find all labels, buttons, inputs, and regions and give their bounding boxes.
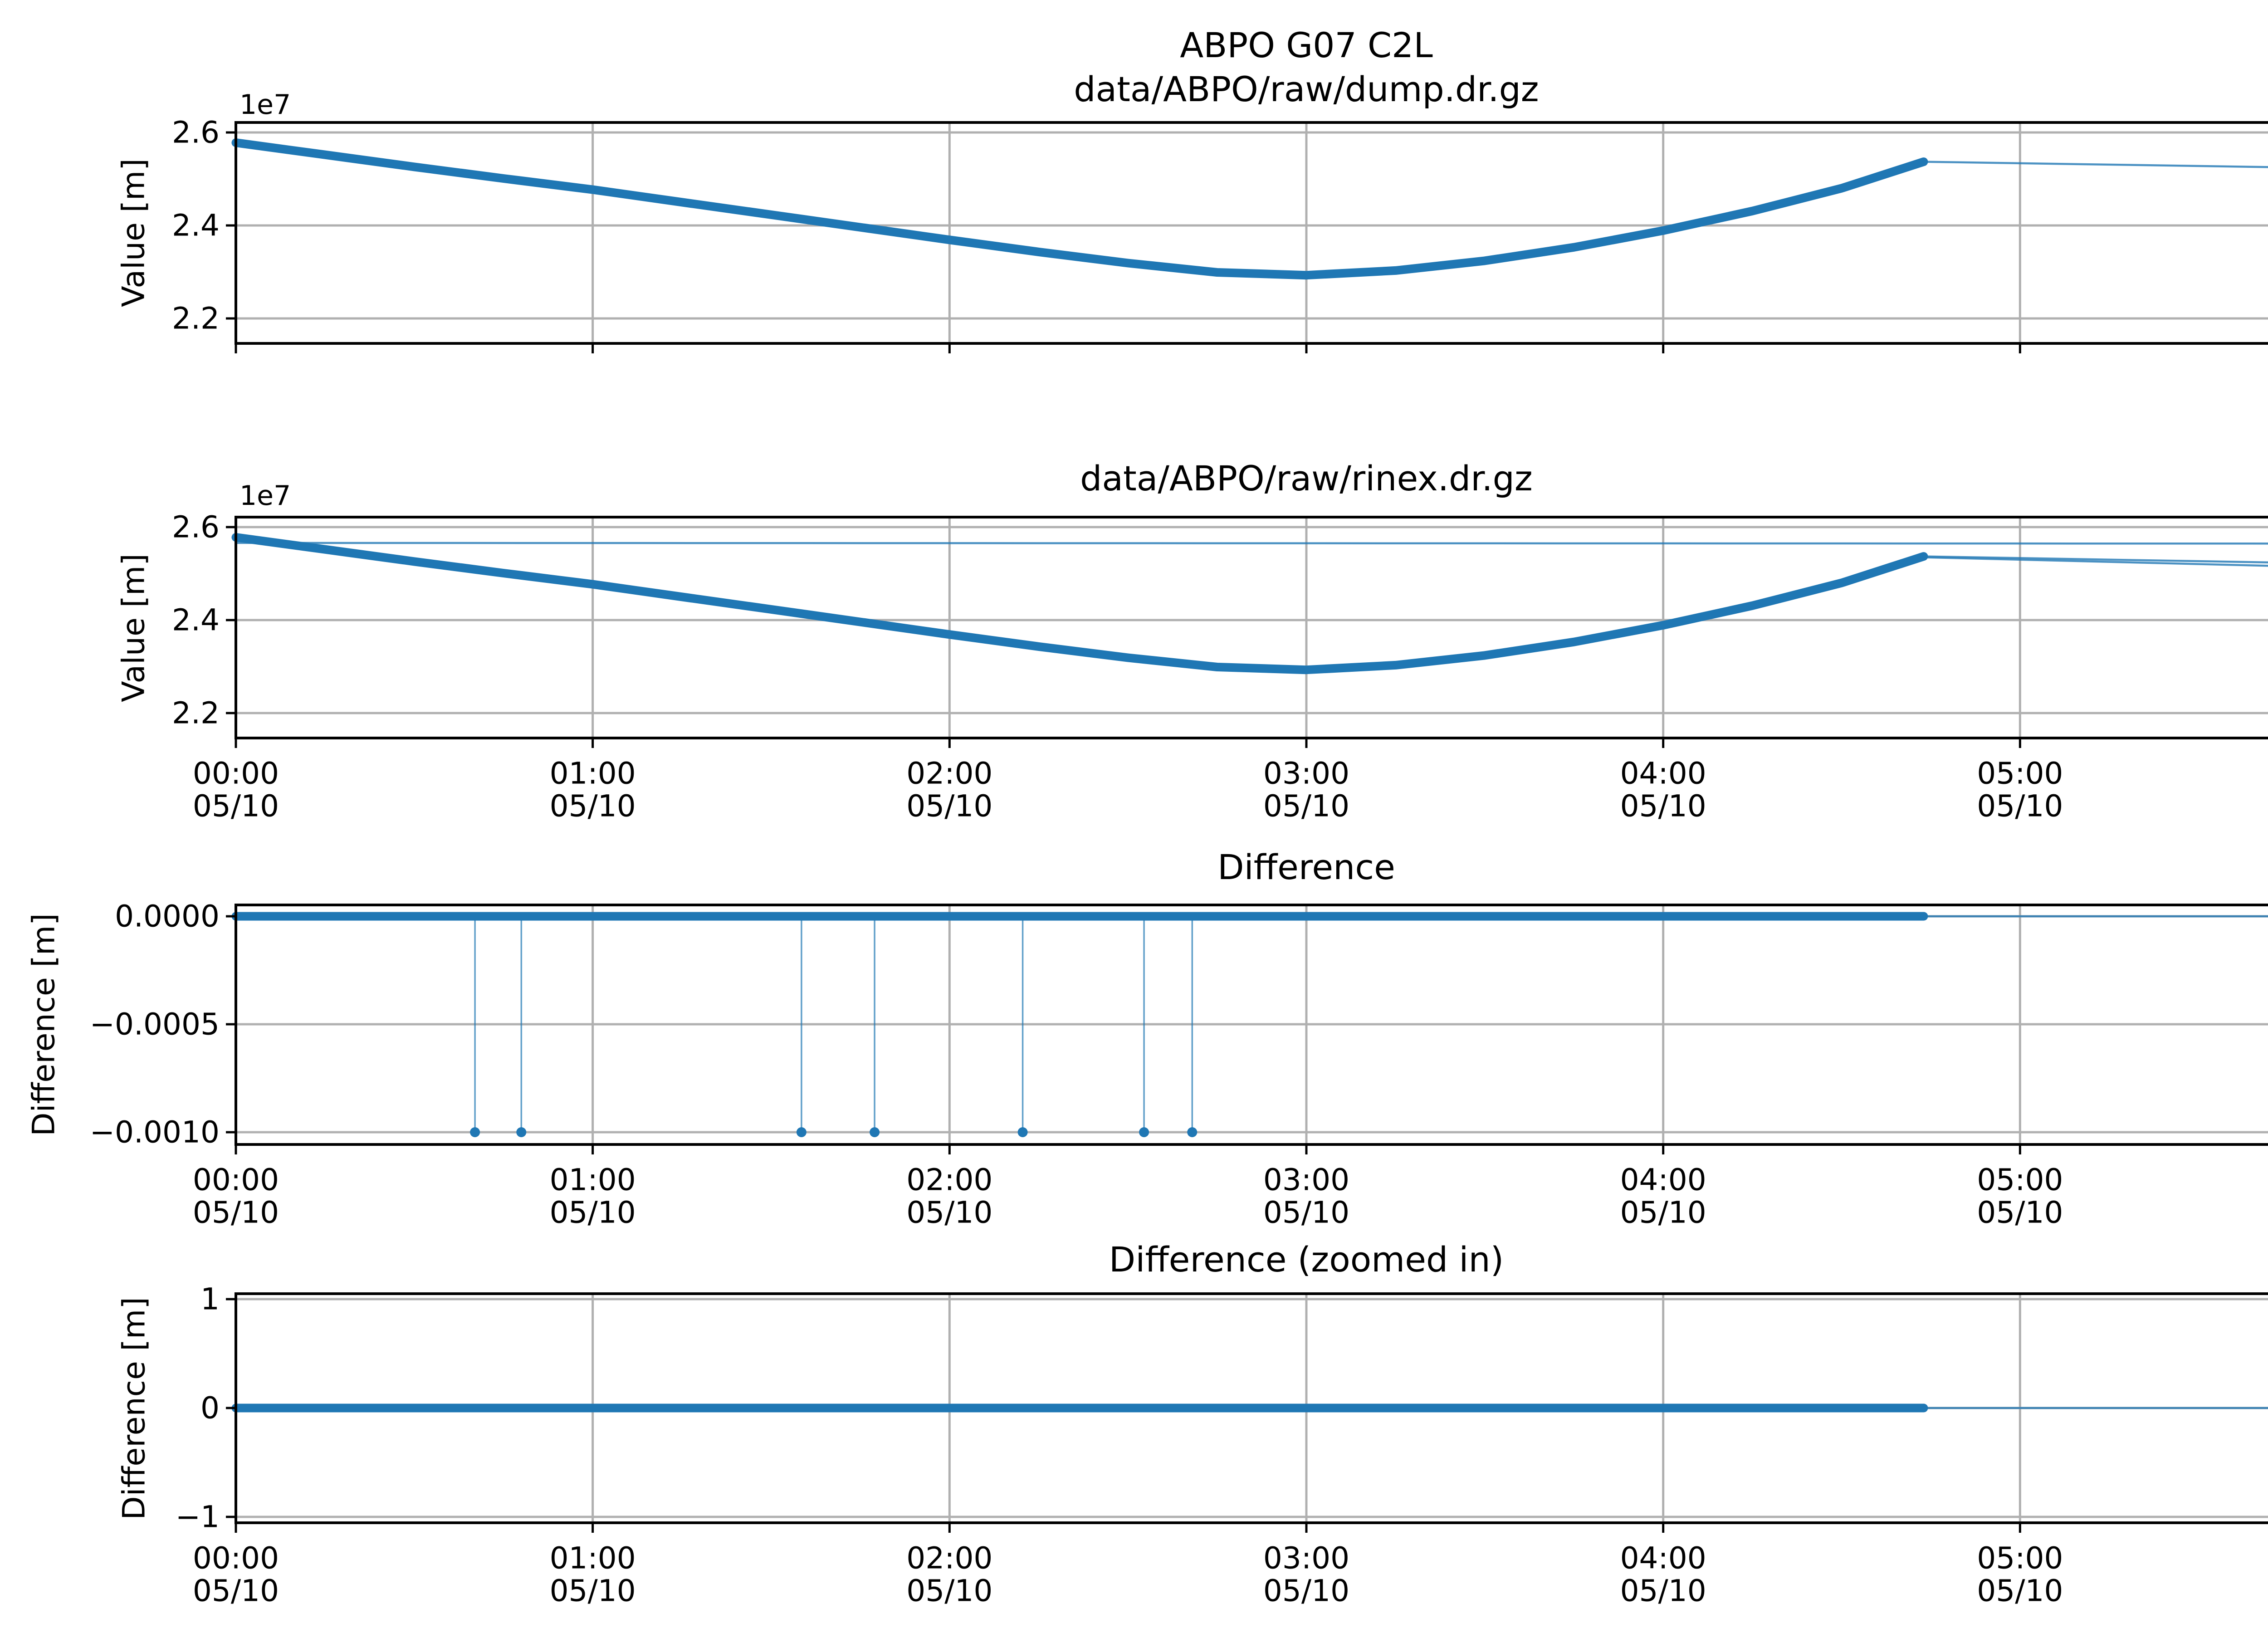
- y-tick-label: 1: [200, 1282, 220, 1317]
- y-tick-label: 0: [200, 1391, 220, 1426]
- y-tick-label: 0.0000: [115, 899, 220, 934]
- difference-spike-1-marker: [470, 1127, 480, 1137]
- x-tick-label: 05/10: [1263, 1195, 1349, 1230]
- difference-spike-3-marker: [796, 1127, 807, 1137]
- x-tick-label: 05/10: [193, 1195, 279, 1230]
- x-tick-label: 05/10: [1977, 789, 2063, 824]
- x-tick-label: 02:00: [906, 1163, 992, 1198]
- subplot-2: 2.22.42.600:0005/1001:0005/1002:0005/100…: [172, 510, 2268, 824]
- x-tick-label: 04:00: [1620, 1163, 1706, 1198]
- dump-tail-line: [1922, 161, 2268, 168]
- plot1-ylabel: Value [m]: [116, 158, 152, 307]
- y-tick-label: 2.6: [172, 510, 220, 545]
- x-tick-label: 05/10: [550, 1574, 636, 1609]
- y-tick-label: 2.2: [172, 301, 220, 336]
- x-tick-label: 05/10: [1263, 789, 1349, 824]
- plot1-title: data/ABPO/raw/dump.dr.gz: [1074, 69, 1539, 109]
- x-tick-label: 00:00: [193, 1541, 279, 1576]
- axes-spine: [235, 121, 2268, 345]
- figure-suptitle: ABPO G07 C2L: [1180, 25, 1433, 65]
- x-tick-label: 01:00: [550, 756, 636, 791]
- x-tick-label: 05/10: [1620, 789, 1706, 824]
- x-tick-label: 05/10: [193, 789, 279, 824]
- y-tick-label: −0.0010: [90, 1115, 220, 1150]
- rinex-tail-lower-line: [1922, 556, 2268, 567]
- y-tick-label: 2.6: [172, 115, 220, 150]
- x-tick-label: 05/10: [193, 1574, 279, 1609]
- x-tick-label: 05/10: [1620, 1574, 1706, 1609]
- x-tick-label: 01:00: [550, 1541, 636, 1576]
- x-tick-label: 05:00: [1977, 1163, 2063, 1198]
- plot4-title: Difference (zoomed in): [1109, 1239, 1504, 1280]
- x-tick-label: 03:00: [1263, 1163, 1349, 1198]
- plot2-title: data/ABPO/raw/rinex.dr.gz: [1080, 458, 1533, 499]
- x-tick-label: 02:00: [906, 756, 992, 791]
- x-tick-label: 01:00: [550, 1163, 636, 1198]
- x-tick-label: 05/10: [550, 1195, 636, 1230]
- y-tick-label: 2.4: [172, 208, 220, 243]
- y-tick-label: 2.2: [172, 695, 220, 730]
- difference-spike-2-marker: [516, 1127, 527, 1137]
- y-tick-label: −1: [176, 1499, 220, 1534]
- x-tick-label: 03:00: [1263, 1541, 1349, 1576]
- x-tick-label: 04:00: [1620, 756, 1706, 791]
- x-tick-label: 04:00: [1620, 1541, 1706, 1576]
- rinex-flat-arc-line: [235, 542, 2268, 545]
- plot2-ylabel: Value [m]: [116, 553, 152, 702]
- difference-spike-7-marker: [1187, 1127, 1198, 1137]
- x-tick-label: 05/10: [906, 789, 992, 824]
- y-tick-label: 2.4: [172, 603, 220, 638]
- dump-signal-line: [231, 138, 1928, 280]
- plot3-ylabel: Difference [m]: [26, 913, 62, 1136]
- difference-spike-6-marker: [1139, 1127, 1149, 1137]
- x-tick-label: 00:00: [193, 756, 279, 791]
- x-tick-label: 05/10: [906, 1574, 992, 1609]
- x-tick-label: 05/10: [1620, 1195, 1706, 1230]
- x-tick-label: 05/10: [550, 789, 636, 824]
- subplot-4: 10−100:0005/1001:0005/1002:0005/1003:000…: [176, 1282, 2268, 1609]
- difference-spike-4-marker: [870, 1127, 880, 1137]
- rinex-tail-upper-line: [1922, 555, 2268, 564]
- x-tick-label: 05:00: [1977, 1541, 2063, 1576]
- x-tick-label: 05/10: [1977, 1574, 2063, 1609]
- x-tick-label: 05/10: [906, 1195, 992, 1230]
- x-tick-label: 05/10: [1263, 1574, 1349, 1609]
- x-tick-label: 03:00: [1263, 756, 1349, 791]
- plot1-offset-label: 1e7: [240, 89, 291, 121]
- y-tick-label: −0.0005: [90, 1007, 220, 1042]
- x-tick-label: 02:00: [906, 1541, 992, 1576]
- x-tick-label: 00:00: [193, 1163, 279, 1198]
- x-tick-label: 05:00: [1977, 756, 2063, 791]
- plot2-offset-label: 1e7: [240, 480, 291, 512]
- subplot-3: 0.0000−0.0005−0.001000:0005/1001:0005/10…: [90, 899, 2268, 1230]
- x-tick-label: 05/10: [1977, 1195, 2063, 1230]
- plot3-title: Difference: [1217, 847, 1395, 887]
- plot4-ylabel: Difference [m]: [116, 1297, 152, 1520]
- axes-spine: [235, 516, 2268, 739]
- subplot-1: 2.2 2.4 2.6: [172, 115, 2268, 353]
- difference-spike-5-marker: [1017, 1127, 1028, 1137]
- rinex-signal-line: [231, 533, 1928, 675]
